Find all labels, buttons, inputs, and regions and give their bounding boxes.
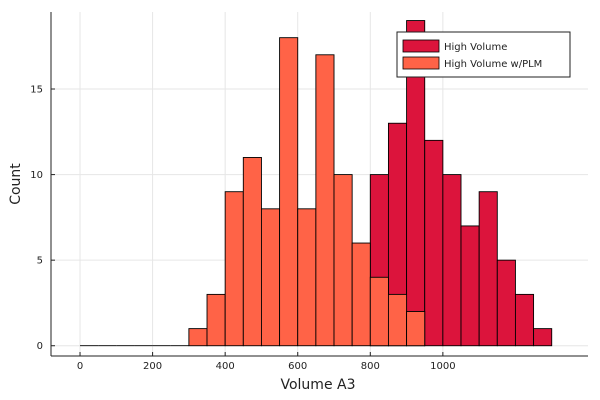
legend-swatch-high-volume-plm [402,56,440,70]
bar-series-1 [279,37,299,347]
x-tick-label: 400 [216,361,235,372]
bar-series-0 [442,174,462,347]
bar-series-0 [496,259,516,347]
x-tick-label: 200 [143,361,162,372]
bar-series-1 [206,293,226,347]
legend-label-high-volume: High Volume [444,42,507,53]
x-tick-label: 600 [288,361,307,372]
bar-series-0 [514,293,535,347]
bar-series-1 [188,328,208,347]
legend-box [396,31,571,78]
bar-series-1 [333,174,353,347]
bar-series-1 [224,191,244,347]
x-tick-label: 800 [361,361,380,372]
legend: High Volume High Volume w/PLM [396,31,571,78]
bar-series-0 [460,225,480,347]
y-tick-label: 5 [37,256,43,267]
y-axis-label: Count [8,163,24,205]
y-tick-label: 0 [37,341,43,352]
bar-series-1 [242,157,262,347]
bar-series-1 [369,276,389,347]
legend-label-high-volume-plm: High Volume w/PLM [444,59,542,70]
bar-series-1 [315,54,335,347]
bar-series-1 [406,311,426,347]
bar-series-1 [387,293,408,347]
tick-labels: 0 200 400 600 800 1000 0 5 10 15 [30,85,455,372]
legend-swatch-high-volume [402,39,440,53]
bar-series-1 [351,242,371,347]
bar-series-1 [297,208,317,347]
x-tick-label: 1000 [430,361,455,372]
bar-series-0 [478,191,498,347]
bar-series-0 [424,139,444,347]
y-tick-label: 15 [30,85,43,96]
x-axis-label: Volume A3 [280,377,355,393]
bars [80,20,553,347]
bar-series-1 [260,208,281,347]
y-tick-label: 10 [30,170,43,181]
axes [50,12,588,357]
bar-series-0 [533,328,553,347]
x-tick-label: 0 [77,361,83,372]
